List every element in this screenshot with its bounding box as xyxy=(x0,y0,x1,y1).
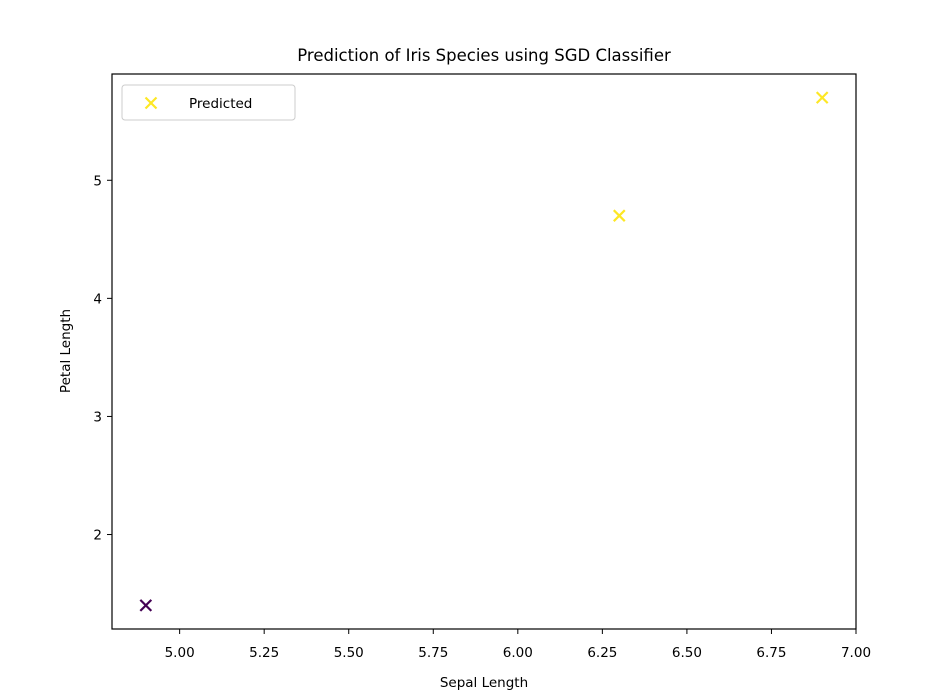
y-tick-label: 5 xyxy=(93,173,102,189)
x-tick-label: 6.50 xyxy=(672,645,702,661)
x-tick-label: 5.00 xyxy=(165,645,195,661)
chart-title: Prediction of Iris Species using SGD Cla… xyxy=(297,46,671,65)
legend-box xyxy=(121,84,296,121)
legend-label-predicted: Predicted xyxy=(189,96,252,112)
y-tick-label: 3 xyxy=(93,409,102,425)
x-tick-label: 5.25 xyxy=(249,645,279,661)
x-axis-label: Sepal Length xyxy=(440,675,528,691)
data-point xyxy=(139,599,153,612)
legend: Predicted xyxy=(121,84,296,121)
plot-area xyxy=(111,73,857,630)
x-tick-label: 5.75 xyxy=(418,645,448,661)
data-point xyxy=(612,209,626,222)
data-point xyxy=(815,91,829,104)
legend-marker-x-icon xyxy=(144,96,158,110)
y-axis-ticks: 2 3 4 5 xyxy=(93,173,112,544)
x-tick-label: 5.50 xyxy=(334,645,364,661)
y-axis-label: Petal Length xyxy=(58,309,74,393)
x-tick-label: 6.00 xyxy=(503,645,533,661)
data-points xyxy=(139,91,829,612)
y-tick-label: 4 xyxy=(93,291,102,307)
legend-marker-x xyxy=(144,96,158,110)
x-tick-label: 6.25 xyxy=(587,645,617,661)
x-axis-ticks: 5.00 5.25 5.50 5.75 6.00 6.25 6.50 6.75 7.00 xyxy=(165,629,871,661)
y-tick-label: 2 xyxy=(93,528,102,544)
x-tick-label: 6.75 xyxy=(756,645,786,661)
x-tick-label: 7.00 xyxy=(841,645,871,661)
